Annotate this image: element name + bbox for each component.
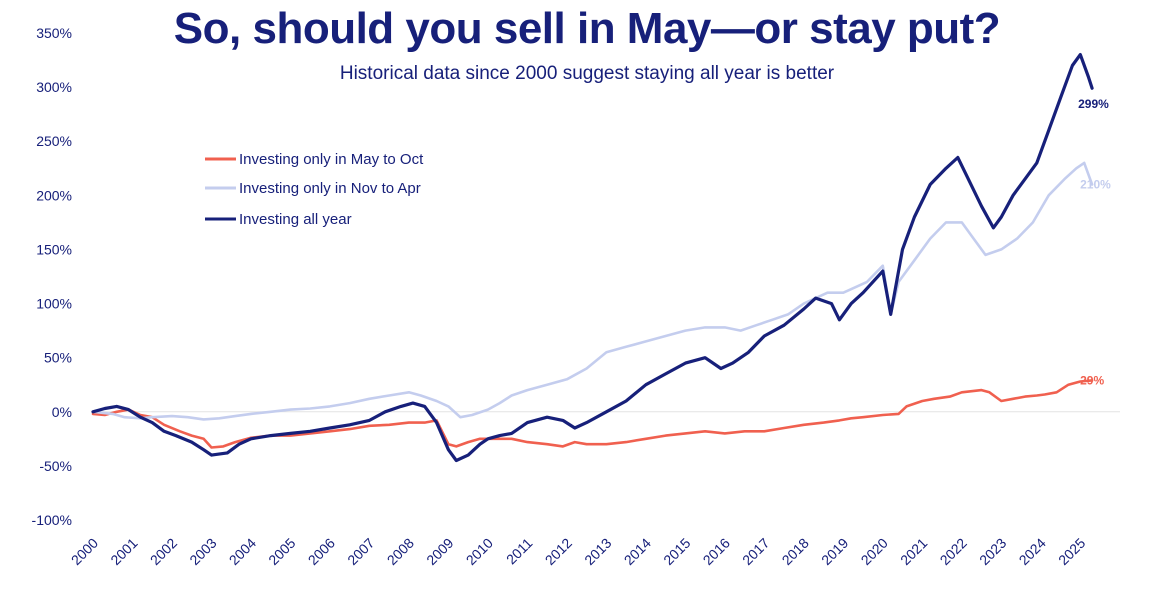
x-tick-label: 2018 <box>779 535 812 568</box>
x-tick-label: 2022 <box>937 535 970 568</box>
y-axis: -100% -50% 0% 50% 100% 150% 200% 250% 300% 350% <box>32 25 72 528</box>
legend: Investing only in May to Oct Investing on… <box>205 151 424 228</box>
end-labels: 29% 210% 299% <box>1078 97 1111 387</box>
x-tick-label: 2000 <box>68 535 101 568</box>
x-tick-label: 2019 <box>818 535 851 568</box>
x-tick-label: 2025 <box>1055 535 1088 568</box>
x-tick-label: 2013 <box>581 535 614 568</box>
x-tick-label: 2001 <box>107 535 140 568</box>
x-tick-label: 2008 <box>384 535 417 568</box>
y-tick-label: -100% <box>32 512 72 528</box>
series-line <box>91 379 1094 449</box>
y-tick-label: 0% <box>52 404 72 420</box>
x-tick-label: 2010 <box>463 535 496 568</box>
series-line <box>91 161 1094 421</box>
x-tick-label: 2003 <box>186 535 219 568</box>
x-tick-label: 2012 <box>542 535 575 568</box>
x-tick-label: 2024 <box>1016 535 1049 568</box>
legend-entry: Investing only in Nov to Apr <box>239 180 421 197</box>
series-end-label: 29% <box>1080 373 1104 387</box>
x-axis: 2000 2001 2002 2003 2004 2005 2006 2007 2008 2009… <box>68 535 1089 568</box>
y-tick-label: -50% <box>39 458 72 474</box>
y-tick-label: 100% <box>36 296 72 312</box>
y-tick-label: 350% <box>36 25 72 41</box>
y-tick-label: 300% <box>36 79 72 95</box>
legend-entry: Investing all year <box>239 211 352 228</box>
x-tick-label: 2021 <box>897 535 930 568</box>
legend-entry: Investing only in May to Oct <box>239 151 424 168</box>
series-end-label: 299% <box>1078 97 1109 111</box>
x-tick-label: 2009 <box>423 535 456 568</box>
y-tick-label: 50% <box>44 350 72 366</box>
y-tick-label: 250% <box>36 133 72 149</box>
x-tick-label: 2020 <box>858 535 891 568</box>
x-tick-label: 2007 <box>344 535 377 568</box>
x-tick-label: 2023 <box>976 535 1009 568</box>
y-tick-label: 200% <box>36 187 72 203</box>
chart-title: So, should you sell in May—or stay put? <box>173 4 1001 53</box>
x-tick-label: 2011 <box>503 535 536 568</box>
series-end-label: 210% <box>1080 178 1111 192</box>
x-tick-label: 2017 <box>739 535 772 568</box>
x-tick-label: 2005 <box>265 535 298 568</box>
series-group <box>91 52 1094 463</box>
x-tick-label: 2014 <box>621 535 654 568</box>
x-tick-label: 2015 <box>660 535 693 568</box>
y-tick-label: 150% <box>36 241 72 257</box>
x-tick-label: 2004 <box>226 535 259 568</box>
series-line <box>91 52 1094 463</box>
chart-subtitle: Historical data since 2000 suggest stayi… <box>339 63 835 84</box>
x-tick-label: 2016 <box>700 535 733 568</box>
x-tick-label: 2006 <box>305 535 338 568</box>
x-tick-label: 2002 <box>147 535 180 568</box>
